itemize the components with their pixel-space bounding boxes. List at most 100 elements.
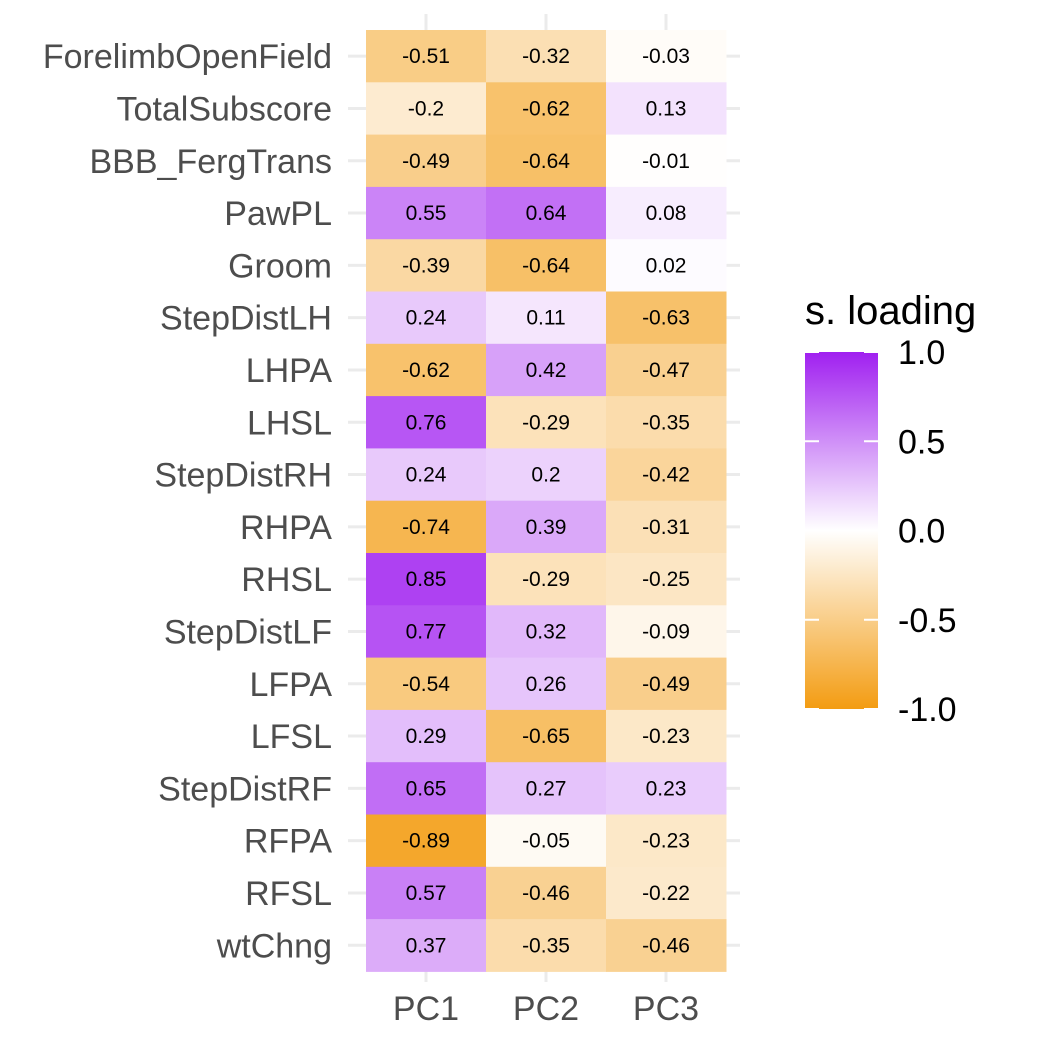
cell-value-label: -0.49 (402, 150, 450, 173)
cell-value-label: 0.57 (406, 882, 447, 905)
heatmap-cell (366, 866, 487, 920)
heatmap-cell (486, 553, 607, 606)
row-label: LHPA (246, 352, 333, 390)
cell-value-label: -0.49 (642, 673, 690, 696)
row-label: LFPA (249, 666, 332, 704)
heatmap-cell (366, 343, 487, 397)
row-label: RHSL (241, 561, 332, 599)
cell-value-label: -0.35 (642, 411, 690, 434)
heatmap-cell (366, 291, 487, 345)
column-label: PC1 (393, 990, 459, 1028)
cell-value-label: -0.46 (522, 882, 570, 905)
heatmap-cells: -0.51 -0.32 -0.03 -0.2 -0.62 0.13 -0.49 -0.64 -0… (366, 30, 727, 972)
heatmap-cell (486, 709, 607, 763)
heatmap-cell (486, 814, 607, 868)
legend-title: s. loading (805, 289, 976, 333)
heatmap-cell (366, 186, 487, 240)
heatmap-cell (366, 553, 487, 606)
heatmap-cell (606, 762, 727, 815)
heatmap-cell (606, 30, 727, 83)
row-label: StepDistRF (158, 770, 332, 808)
heatmap-cell (486, 919, 607, 972)
row-label: LFSL (251, 718, 332, 756)
cell-value-label: -0.63 (642, 307, 690, 330)
heatmap-cell (606, 448, 727, 502)
row-label: PawPL (224, 195, 332, 233)
heatmap-cell (486, 866, 607, 920)
heatmap-cell (366, 30, 487, 83)
legend-tick-label: 0.5 (898, 423, 945, 461)
heatmap-cell (486, 762, 607, 815)
heatmap-cell (606, 657, 727, 711)
heatmap-cell (366, 605, 487, 659)
heatmap-cell (486, 396, 607, 449)
cell-value-label: 0.76 (406, 411, 447, 434)
heatmap-cell (606, 709, 727, 763)
cell-value-label: -0.03 (642, 45, 690, 68)
cell-value-label: -0.39 (402, 254, 450, 277)
cell-value-label: -0.32 (522, 45, 570, 68)
row-label: TotalSubscore (117, 90, 332, 128)
cell-value-label: 0.08 (646, 202, 687, 225)
heatmap-cell (606, 134, 727, 188)
cell-value-label: -0.42 (642, 464, 690, 487)
legend-tick-label: -0.5 (898, 602, 957, 640)
cell-value-label: -0.51 (402, 45, 450, 68)
cell-value-label: 0.24 (406, 464, 447, 487)
cell-value-label: 0.85 (406, 568, 447, 591)
cell-value-label: 0.24 (406, 307, 447, 330)
cell-value-label: 0.42 (526, 359, 567, 382)
cell-value-label: 0.11 (526, 307, 565, 330)
cell-value-label: -0.31 (642, 516, 690, 539)
heatmap-cell (366, 814, 487, 868)
cell-value-label: -0.01 (642, 150, 690, 173)
heatmap-cell (486, 30, 607, 83)
heatmap-cell (486, 291, 607, 345)
cell-value-label: -0.65 (522, 725, 570, 748)
row-label: StepDistLF (164, 613, 332, 651)
cell-value-label: 0.65 (406, 777, 447, 800)
heatmap-cell (606, 605, 727, 659)
cell-value-label: -0.29 (522, 568, 570, 591)
heatmap-cell (606, 239, 727, 292)
heatmap-cell (486, 500, 607, 554)
legend-tick-label: 0.0 (898, 513, 945, 551)
cell-value-label: 0.55 (406, 202, 447, 225)
heatmap-cell (366, 762, 487, 815)
cell-value-label: -0.23 (642, 725, 690, 748)
cell-value-label: 0.32 (526, 620, 567, 643)
cell-value-label: -0.62 (402, 359, 450, 382)
heatmap-cell (486, 657, 607, 711)
heatmap-cell (366, 448, 487, 502)
heatmap-cell (606, 291, 727, 345)
heatmap-cell (486, 186, 607, 240)
cell-value-label: -0.29 (522, 411, 570, 434)
cell-value-label: 0.27 (526, 777, 567, 800)
row-label: wtChng (216, 927, 332, 965)
legend-tick-label: -1.0 (898, 691, 957, 729)
heatmap-cell (606, 82, 727, 136)
row-label: RFPA (244, 823, 332, 861)
cell-value-label: -0.54 (402, 673, 450, 696)
heatmap-cell (486, 82, 607, 136)
cell-value-label: 0.64 (526, 202, 567, 225)
heatmap-cell (606, 186, 727, 240)
heatmap-cell (486, 343, 607, 397)
legend-ticks: 1.0 0.5 0.0 -0.5 -1.0 (805, 334, 957, 729)
column-labels: PC1 PC2 PC3 (393, 990, 699, 1028)
heatmap-cell (366, 709, 487, 763)
legend-tick-label: 1.0 (898, 334, 945, 372)
heatmap-cell (366, 134, 487, 188)
heatmap-cell (366, 239, 487, 292)
heatmap-cell (486, 239, 607, 292)
heatmap-cell (486, 448, 607, 502)
row-label: Groom (228, 247, 332, 285)
cell-value-label: -0.09 (642, 620, 690, 643)
heatmap-cell (606, 343, 727, 397)
heatmap-cell (366, 500, 487, 554)
cell-value-label: 0.29 (406, 725, 447, 748)
cell-value-label: 0.02 (646, 254, 687, 277)
heatmap-cell (606, 500, 727, 554)
heatmap-cell (606, 866, 727, 920)
cell-value-label: -0.35 (522, 934, 570, 957)
